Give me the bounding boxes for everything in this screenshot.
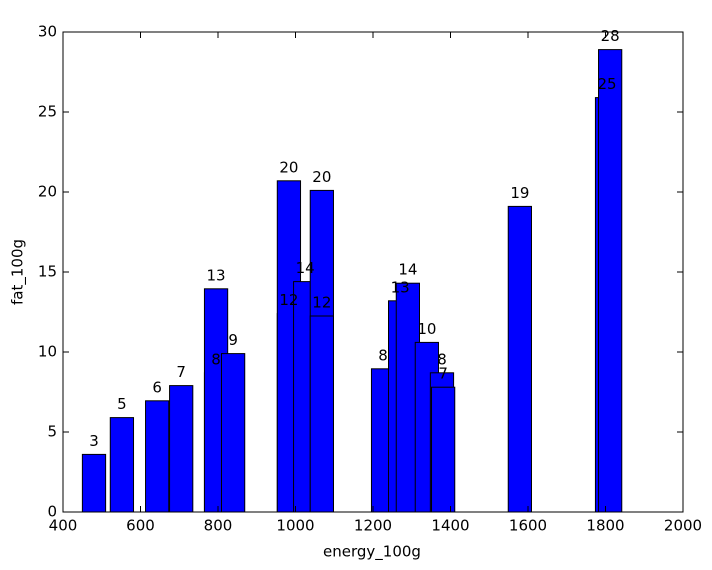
x-tick-label: 1800 [586,517,624,535]
data-label: 28 [601,27,620,45]
x-axis-label: energy_100g [323,543,421,562]
data-label: 5 [117,395,127,413]
bar [169,385,194,513]
data-label: 14 [398,261,417,279]
data-label: 8 [437,350,447,368]
data-label: 6 [152,378,162,396]
x-tick-label: 1400 [431,517,469,535]
data-label: 10 [417,320,436,338]
data-label: 19 [510,184,529,202]
y-tick-label: 20 [38,183,57,201]
bar [309,315,334,513]
bar [220,353,246,513]
data-label: 8 [378,346,388,364]
x-tick-label: 2000 [664,517,702,535]
data-label: 7 [438,365,448,383]
y-tick-label: 30 [38,23,57,41]
bar [81,453,107,513]
bar [507,205,532,513]
data-label: 13 [391,278,410,296]
data-label: 13 [207,266,226,284]
x-tick-label: 1000 [276,517,314,535]
y-tick-label: 0 [47,503,57,521]
data-label: 8 [211,350,221,368]
bar [431,386,456,513]
data-label: 20 [312,168,331,186]
x-tick-label: 1600 [509,517,547,535]
data-label: 25 [598,75,617,93]
x-tick-label: 400 [49,517,78,535]
data-label: 14 [296,259,315,277]
data-label: 9 [228,331,238,349]
y-tick-label: 5 [47,423,57,441]
data-label: 20 [279,158,298,176]
data-label: 7 [176,363,186,381]
y-axis-label: fat_100g [9,239,28,305]
bar [145,400,170,513]
x-tick-label: 600 [126,517,155,535]
y-tick-label: 10 [38,343,57,361]
y-tick-label: 25 [38,103,57,121]
data-label: 3 [89,432,99,450]
bar [109,417,135,513]
bar [598,49,623,513]
x-tick-label: 1200 [354,517,392,535]
data-label: 12 [279,291,298,309]
data-label: 12 [312,294,331,312]
y-tick-label: 15 [38,263,57,281]
x-tick-label: 800 [204,517,233,535]
